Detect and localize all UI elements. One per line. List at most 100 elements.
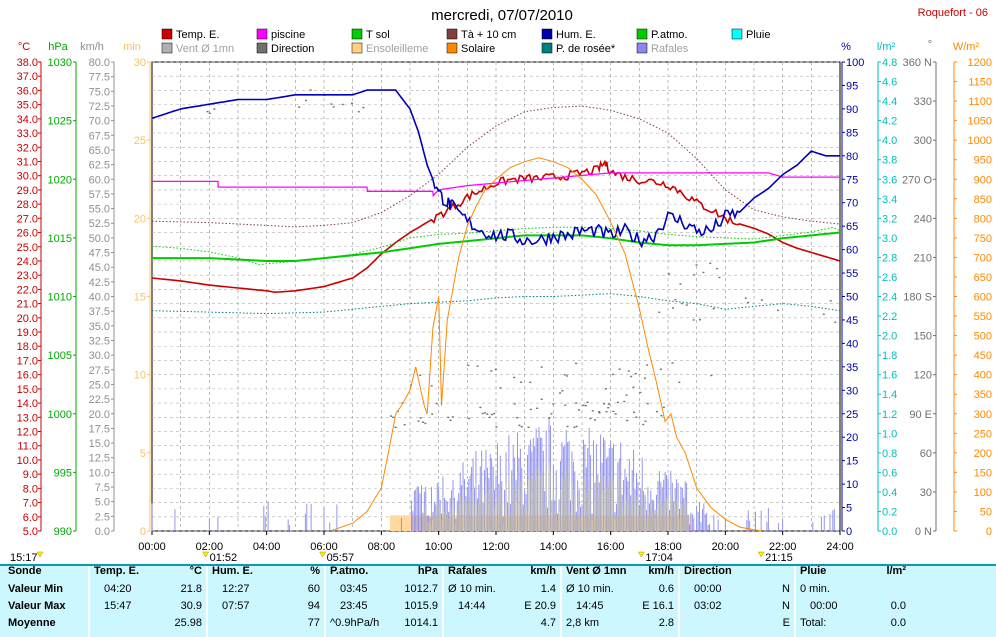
weather-chart: mercredi, 07/07/2010 Roquefort - 06 Temp. … [10, 7, 992, 564]
rain-tick-label: 1.8 [882, 350, 897, 362]
solar-tick-label: 850 [974, 194, 992, 206]
rain-tick-label: 2.6 [882, 272, 897, 284]
humidity-tick-label: 0 [846, 526, 852, 538]
summary-value: 1015.9 [404, 600, 438, 612]
rain-axis-unit: l/m² [877, 41, 896, 53]
humidity-tick-label: 65 [846, 221, 858, 233]
temp-tick-label: 29.0 [17, 185, 38, 197]
rain-tick-label: 4.6 [882, 77, 897, 89]
summary-time: 14:44 [458, 600, 486, 612]
legend-label: P. de rosée* [556, 43, 616, 55]
rain-tick-label: 4.0 [882, 135, 897, 147]
station-name: Roquefort - 06 [918, 7, 988, 19]
summary-unit: km/h [530, 565, 556, 577]
wind-tick-label: 15.0 [89, 438, 110, 450]
solar-tick-label: 1100 [968, 96, 992, 108]
wind-axis-unit: km/h [80, 41, 104, 53]
rain-tick-label: 2.4 [882, 292, 897, 304]
wind-avg-bars [423, 462, 688, 531]
legend-swatch [541, 42, 553, 54]
rain-tick-label: 1.0 [882, 428, 897, 440]
solar-tick-label: 750 [974, 233, 992, 245]
legend-swatch [541, 28, 553, 40]
pressure-axis-unit: hPa [48, 41, 68, 53]
legend-swatch [351, 28, 363, 40]
humidity-tick-label: 90 [846, 104, 858, 116]
temp-tick-label: 17.0 [17, 355, 38, 367]
temp-tick-label: 33.0 [17, 128, 38, 140]
rain-tick-label: 1.6 [882, 370, 897, 382]
legend-label: Hum. E. [556, 29, 596, 41]
summary-value: 77 [307, 617, 320, 629]
rain-tick-label: 4.2 [882, 116, 897, 128]
temp-tick-label: 7.0 [23, 498, 38, 510]
sun-min-axis-unit: min [123, 41, 141, 53]
summary-value: 4.7 [540, 617, 556, 629]
legend-label: Ensoleilleme [366, 43, 428, 55]
summary-head: Pluie [800, 565, 827, 577]
pressure-tick-label: 1000 [48, 409, 72, 421]
humidity-tick-label: 15 [846, 456, 858, 468]
sun-min-tick-label: 30 [134, 57, 146, 69]
solar-tick-label: 250 [974, 428, 992, 440]
summary-time: ^0.9hPa/h [330, 617, 380, 629]
pressure-tick-label: 1025 [48, 116, 72, 128]
temp-tick-label: 12.0 [17, 427, 38, 439]
series-line-solaire [332, 157, 762, 532]
summary-value: 0.0 [890, 600, 906, 612]
time-marker-icon [319, 551, 327, 558]
summary-top-line [0, 564, 996, 566]
wind-tick-label: 22.5 [89, 394, 110, 406]
legend-swatch [256, 42, 268, 54]
rain-tick-label: 0.4 [882, 487, 897, 499]
wind-tick-label: 10.0 [89, 467, 110, 479]
temp-tick-label: 10.0 [17, 455, 38, 467]
legend-label: Tà + 10 cm [461, 29, 516, 41]
summary-head: Vent Ø 1mn [566, 565, 627, 577]
rain-tick-label: 3.4 [882, 194, 897, 206]
temp-tick-label: 14.0 [17, 398, 38, 410]
time-tick-label: 24:00 [826, 541, 854, 553]
solar-tick-label: 350 [974, 389, 992, 401]
solar-tick-label: 1200 [968, 57, 992, 69]
wind-tick-label: 2.5 [95, 511, 110, 523]
solar-tick-label: 450 [974, 350, 992, 362]
summary-head: Hum. E. [212, 565, 253, 577]
time-tick-label: 08:00 [368, 541, 396, 553]
sun-min-tick-label: 20 [134, 213, 146, 225]
wind-tick-label: 0.0 [95, 526, 110, 538]
temp-tick-label: 31.0 [17, 156, 38, 168]
direction-axis-unit: ° [928, 39, 932, 51]
direction-tick-label: 150 [914, 331, 932, 343]
summary-unit: °C [189, 565, 202, 577]
wind-tick-label: 47.5 [89, 248, 110, 260]
pressure-tick-label: 990 [54, 526, 72, 538]
temp-tick-label: 27.0 [17, 213, 38, 225]
legend-swatch [256, 28, 268, 40]
series-line-piscine [152, 172, 840, 198]
temp-tick-label: 26.0 [17, 228, 38, 240]
summary-time: 0 min. [800, 583, 830, 595]
temp-tick-label: 34.0 [17, 114, 38, 126]
summary-separator [794, 566, 796, 637]
humidity-tick-label: 30 [846, 385, 858, 397]
wind-tick-label: 75.0 [89, 86, 110, 98]
time-marker-label: 15:17 [10, 552, 38, 564]
summary-table: Sonde Valeur Min Valeur Max Moyenne Temp. E.… [0, 564, 996, 637]
temp-tick-label: 23.0 [17, 270, 38, 282]
rain-tick-label: 0.2 [882, 506, 897, 518]
time-tick-label: 10:00 [425, 541, 453, 553]
wind-tick-label: 40.0 [89, 292, 110, 304]
summary-unit: l/m² [886, 565, 906, 577]
temp-tick-label: 13.0 [17, 412, 38, 424]
solar-tick-label: 650 [974, 272, 992, 284]
summary-row-label: Valeur Min [8, 583, 64, 595]
solar-tick-label: 900 [974, 174, 992, 186]
summary-head: P.atmo. [330, 565, 369, 577]
solar-tick-label: 0 [986, 526, 992, 538]
legend-label: Solaire [461, 43, 495, 55]
wind-tick-label: 37.5 [89, 306, 110, 318]
temp-tick-label: 6.0 [23, 512, 38, 524]
temp-tick-label: 8.0 [23, 483, 38, 495]
direction-tick-label: 120 [914, 370, 932, 382]
